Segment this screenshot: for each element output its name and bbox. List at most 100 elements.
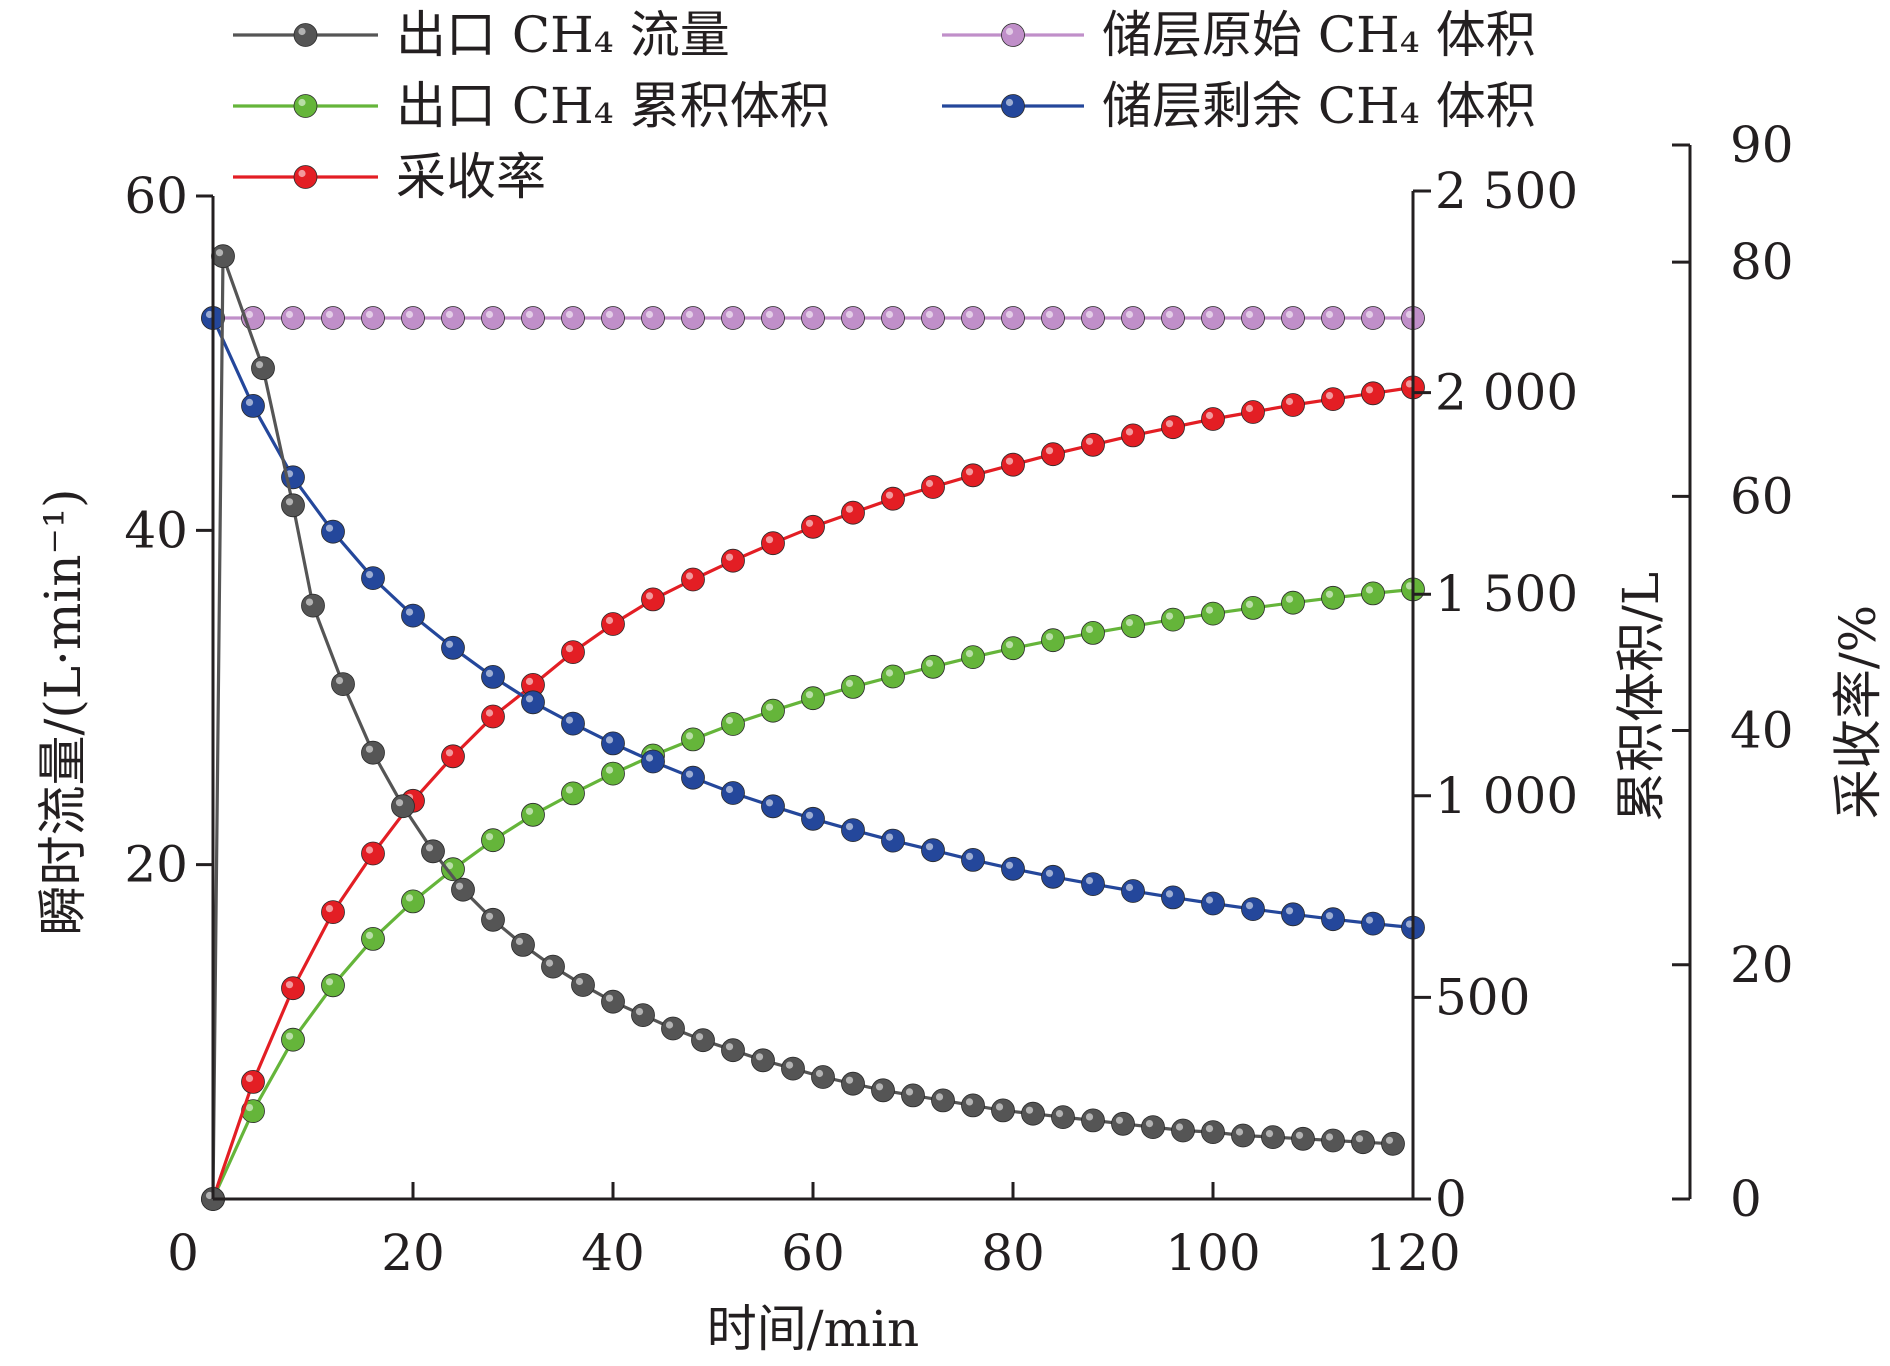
data-point-highlight bbox=[365, 846, 374, 854]
data-point-highlight bbox=[1205, 606, 1214, 614]
data-point-highlight bbox=[1365, 916, 1374, 924]
legend-item-2: 采收率 bbox=[233, 148, 546, 206]
data-point bbox=[1161, 415, 1185, 440]
data-point-highlight bbox=[485, 912, 494, 920]
data-point bbox=[921, 306, 945, 330]
data-point-highlight bbox=[515, 937, 524, 946]
data-point-highlight bbox=[1045, 633, 1054, 641]
data-point bbox=[1201, 407, 1225, 431]
data-point bbox=[601, 306, 625, 330]
data-point-highlight bbox=[935, 1093, 944, 1101]
data-point-highlight bbox=[445, 862, 454, 870]
data-point-highlight bbox=[1325, 590, 1334, 598]
data-point bbox=[1081, 306, 1105, 330]
data-point-highlight bbox=[565, 645, 574, 653]
data-point-highlight bbox=[525, 310, 534, 319]
data-point-highlight bbox=[1405, 582, 1414, 590]
data-point-highlight bbox=[645, 592, 654, 600]
data-point-highlight bbox=[565, 310, 574, 319]
data-point-highlight bbox=[1205, 310, 1214, 319]
data-point bbox=[631, 1003, 655, 1027]
data-point bbox=[721, 1038, 745, 1063]
data-point bbox=[481, 907, 505, 932]
data-point-highlight bbox=[1125, 619, 1134, 627]
data-point bbox=[811, 1065, 835, 1089]
data-point bbox=[321, 519, 345, 544]
data-point bbox=[1201, 306, 1225, 330]
data-point-highlight bbox=[1165, 310, 1174, 319]
data-point bbox=[1161, 306, 1185, 330]
data-point-highlight bbox=[455, 882, 464, 890]
right1-tick-label: 1 500 bbox=[1435, 565, 1578, 623]
data-point bbox=[421, 839, 445, 864]
data-point bbox=[441, 306, 465, 330]
data-point-highlight bbox=[1405, 920, 1414, 928]
data-point-highlight bbox=[245, 1104, 254, 1112]
data-point-highlight bbox=[1125, 310, 1134, 319]
data-point-highlight bbox=[785, 1061, 794, 1069]
legend-item-0: 出口 CH₄ 流量 bbox=[233, 6, 730, 64]
data-point bbox=[1241, 897, 1265, 921]
data-point-highlight bbox=[1325, 392, 1334, 400]
data-point-highlight bbox=[1205, 1125, 1214, 1133]
data-point bbox=[871, 1078, 895, 1103]
data-point bbox=[961, 306, 985, 330]
data-point-highlight bbox=[1025, 1106, 1034, 1114]
x-tick-label: 40 bbox=[581, 1224, 645, 1282]
data-point bbox=[481, 306, 505, 330]
left-tick-label: 20 bbox=[124, 836, 188, 894]
data-point bbox=[1081, 1108, 1105, 1133]
data-point bbox=[801, 514, 825, 539]
data-point bbox=[1121, 423, 1145, 448]
data-point bbox=[511, 933, 535, 957]
right2-tick-label: 40 bbox=[1730, 702, 1794, 760]
legend-label: 出口 CH₄ 流量 bbox=[396, 6, 730, 64]
x-tick-label: 0 bbox=[167, 1224, 199, 1282]
data-point bbox=[1041, 442, 1065, 467]
legend-label: 储层原始 CH₄ 体积 bbox=[1102, 6, 1536, 64]
data-point-highlight bbox=[845, 310, 854, 319]
data-point bbox=[1261, 1125, 1285, 1149]
data-point bbox=[801, 686, 825, 711]
plot-series bbox=[201, 244, 1425, 1211]
data-point bbox=[1321, 306, 1345, 330]
data-point-highlight bbox=[1145, 1120, 1154, 1128]
data-point bbox=[1021, 1101, 1045, 1126]
data-point bbox=[481, 704, 505, 729]
data-point bbox=[691, 1028, 715, 1053]
left-tick-label: 60 bbox=[124, 167, 188, 225]
right2-tick-label: 80 bbox=[1730, 233, 1794, 291]
data-point-highlight bbox=[445, 310, 454, 319]
data-point-highlight bbox=[405, 894, 414, 902]
data-point-highlight bbox=[405, 310, 414, 319]
x-axis-title: 时间/min bbox=[707, 1300, 919, 1358]
data-point-highlight bbox=[1085, 437, 1094, 445]
data-point-highlight bbox=[815, 1069, 824, 1078]
data-point bbox=[961, 645, 985, 669]
right1-tick-label: 0 bbox=[1435, 1170, 1467, 1228]
data-point bbox=[281, 976, 305, 1001]
data-point bbox=[441, 635, 465, 660]
data-point bbox=[601, 761, 625, 786]
data-point bbox=[1051, 1105, 1075, 1129]
data-point bbox=[561, 640, 585, 664]
data-point-highlight bbox=[605, 766, 614, 774]
data-point bbox=[321, 306, 345, 330]
data-point bbox=[251, 356, 275, 381]
series-1 bbox=[201, 577, 1425, 1211]
left-axis-title: 瞬时流量/(L·min⁻¹) bbox=[34, 489, 92, 936]
data-point bbox=[1201, 1120, 1225, 1144]
data-point bbox=[241, 393, 265, 418]
data-point bbox=[961, 1093, 985, 1118]
data-point-highlight bbox=[1115, 1116, 1124, 1124]
data-point-highlight bbox=[1355, 1135, 1364, 1143]
legend-swatch-marker bbox=[293, 94, 318, 118]
data-point bbox=[541, 954, 565, 979]
data-point bbox=[391, 794, 415, 819]
data-point-highlight bbox=[1405, 310, 1414, 319]
data-point bbox=[641, 587, 665, 612]
right1-tick-label: 1 000 bbox=[1435, 767, 1578, 825]
series-0 bbox=[201, 244, 1405, 1211]
data-point-highlight bbox=[1085, 625, 1094, 634]
data-point-highlight bbox=[805, 310, 814, 319]
